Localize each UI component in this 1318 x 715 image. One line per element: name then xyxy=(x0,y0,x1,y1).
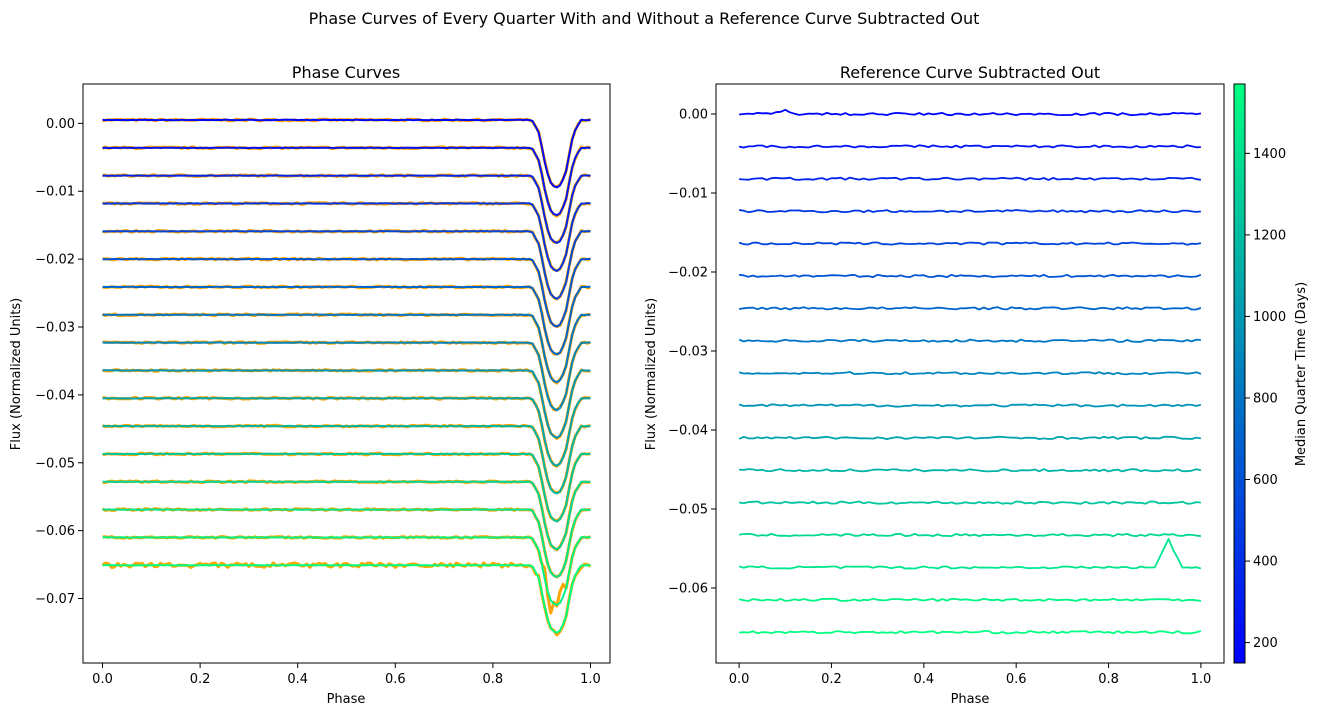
phase-curve-raw-7 xyxy=(101,312,591,385)
phase-curve-model-3 xyxy=(102,202,591,272)
subtracted-y-tick-label: −0.06 xyxy=(668,581,708,596)
colorbar-tick-label: 400 xyxy=(1253,555,1278,570)
subtracted-x-tick-label: 0.2 xyxy=(821,672,842,687)
phase-curve-raw-13 xyxy=(102,479,591,552)
subtracted-y-tick-label: −0.04 xyxy=(668,423,708,438)
subtracted-curve-11 xyxy=(739,468,1202,473)
phase-curves-x-tick-label: 0.2 xyxy=(190,672,211,687)
subtracted-panel: Reference Curve Subtracted Out 0.0 0.2 0.4… xyxy=(644,63,1225,707)
phase-curves-x-tick-label: 0.0 xyxy=(92,672,113,687)
subtracted-y-tick-label: −0.02 xyxy=(668,265,708,280)
colorbar-tick-label: 1000 xyxy=(1253,310,1286,325)
phase-curves-x-tick-label: 0.8 xyxy=(483,672,504,687)
subtracted-x-tick-label: 0.0 xyxy=(729,672,750,687)
phase-curves-y-tick-label: −0.04 xyxy=(35,388,75,403)
subtracted-y-tick-label: −0.05 xyxy=(668,502,708,517)
subtracted-curve-6 xyxy=(738,306,1202,311)
colorbar: 200 400 600 800 1000 1200 1400 Median Quarter … xyxy=(1233,83,1309,664)
subtracted-curve-10 xyxy=(738,435,1202,440)
subtracted-x-tick-label: 1.0 xyxy=(1191,672,1212,687)
subtracted-curve-4 xyxy=(738,241,1202,246)
phase-curve-model-14 xyxy=(102,508,591,578)
phase-curves-y-tick-label: −0.06 xyxy=(35,524,75,539)
phase-curve-raw-15 xyxy=(102,535,592,615)
subtracted-curve-16 xyxy=(739,630,1202,635)
subtracted-x-tick-label: 0.4 xyxy=(913,672,934,687)
colorbar-ticks: 200 400 600 800 1000 1200 1400 xyxy=(1245,147,1286,651)
subtracted-curve-14 xyxy=(738,538,1202,570)
subtracted-curve-1 xyxy=(738,144,1201,149)
colorbar-tick-label: 1400 xyxy=(1253,147,1286,162)
subtracted-y-tick-label: 0.00 xyxy=(679,108,708,123)
phase-curve-model-11 xyxy=(102,424,591,495)
phase-curves-plot-area xyxy=(101,117,592,637)
colorbar-gradient xyxy=(1233,83,1246,664)
phase-curves-y-tick-label: −0.03 xyxy=(35,321,75,336)
phase-curve-raw-4 xyxy=(102,228,591,301)
phase-curve-model-6 xyxy=(102,285,591,356)
phase-curve-model-4 xyxy=(102,230,591,300)
phase-curve-raw-1 xyxy=(101,145,592,218)
subtracted-title: Reference Curve Subtracted Out xyxy=(840,63,1100,82)
phase-curves-x-tick-label: 0.4 xyxy=(287,672,308,687)
subtracted-curve-7 xyxy=(738,338,1201,343)
phase-curve-model-15 xyxy=(102,536,591,606)
phase-curve-model-13 xyxy=(102,480,591,551)
subtracted-curve-3 xyxy=(738,209,1201,214)
subtracted-x-tick-label: 0.6 xyxy=(1006,672,1027,687)
colorbar-tick-label: 200 xyxy=(1253,636,1278,651)
phase-curves-frame xyxy=(82,83,611,664)
phase-curves-y-tick-label: −0.02 xyxy=(35,253,75,268)
subtracted-curve-12 xyxy=(738,500,1201,505)
subtracted-curve-8 xyxy=(738,371,1202,376)
phase-curve-model-2 xyxy=(102,174,591,244)
subtracted-plot-area xyxy=(738,108,1202,635)
phase-curves-y-ticks: 0.00 −0.01 −0.02 −0.03 −0.04 −0.05 −0.06 −0.07 xyxy=(35,117,83,607)
phase-curves-y-label: Flux (Normalized Units) xyxy=(9,298,24,450)
subtracted-y-label: Flux (Normalized Units) xyxy=(644,298,659,450)
figure-suptitle: Phase Curves of Every Quarter With and W… xyxy=(309,9,980,28)
phase-curves-x-ticks: 0.0 0.2 0.4 0.6 0.8 1.0 xyxy=(92,663,601,687)
phase-curves-y-tick-label: −0.05 xyxy=(35,456,75,471)
colorbar-tick-label: 600 xyxy=(1253,473,1278,488)
subtracted-frame xyxy=(715,83,1225,664)
subtracted-y-tick-label: −0.03 xyxy=(668,344,708,359)
phase-curve-model-12 xyxy=(102,452,591,523)
colorbar-label: Median Quarter Time (Days) xyxy=(1294,282,1309,466)
subtracted-curve-15 xyxy=(738,597,1202,602)
phase-curve-raw-9 xyxy=(102,368,591,441)
phase-curve-model-9 xyxy=(102,369,591,439)
phase-curve-model-0 xyxy=(102,118,591,189)
phase-curves-y-tick-label: 0.00 xyxy=(46,117,75,132)
phase-curve-model-16 xyxy=(102,564,591,634)
phase-curves-x-label: Phase xyxy=(327,692,366,707)
subtracted-curve-13 xyxy=(739,533,1202,538)
phase-curves-x-tick-label: 0.6 xyxy=(385,672,406,687)
subtracted-curve-0 xyxy=(739,108,1202,117)
phase-curves-panel: Phase Curves 0.0 0.2 0.4 0.6 0.8 1.0 0.00 −0.0… xyxy=(9,63,611,707)
subtracted-y-ticks: 0.00 −0.01 −0.02 −0.03 −0.04 −0.05 −0.06 xyxy=(668,108,716,596)
phase-curves-title: Phase Curves xyxy=(292,63,400,82)
phase-curve-model-10 xyxy=(102,397,591,467)
phase-curves-x-tick-label: 1.0 xyxy=(580,672,601,687)
phase-curve-model-1 xyxy=(102,146,591,217)
phase-curve-model-7 xyxy=(102,313,591,384)
phase-curve-model-5 xyxy=(102,257,591,328)
phase-curve-raw-16 xyxy=(101,561,592,637)
subtracted-curve-2 xyxy=(739,176,1202,181)
subtracted-curve-9 xyxy=(738,403,1202,408)
phase-curves-y-tick-label: −0.01 xyxy=(35,185,75,200)
subtracted-x-ticks: 0.0 0.2 0.4 0.6 0.8 1.0 xyxy=(729,663,1212,687)
subtracted-x-tick-label: 0.8 xyxy=(1098,672,1119,687)
phase-curve-model-8 xyxy=(102,341,591,412)
subtracted-y-tick-label: −0.01 xyxy=(668,187,708,202)
subtracted-x-label: Phase xyxy=(951,692,990,707)
colorbar-tick-label: 800 xyxy=(1253,391,1278,406)
subtracted-curve-5 xyxy=(739,273,1202,278)
phase-curves-y-tick-label: −0.07 xyxy=(35,592,75,607)
colorbar-tick-label: 1200 xyxy=(1253,228,1286,243)
